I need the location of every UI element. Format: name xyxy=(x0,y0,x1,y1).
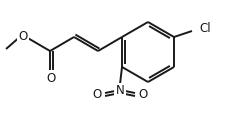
Text: O: O xyxy=(18,30,28,42)
Text: N: N xyxy=(116,85,124,97)
Text: O: O xyxy=(138,88,148,102)
Text: Cl: Cl xyxy=(199,22,211,36)
Text: O: O xyxy=(46,71,56,85)
Text: O: O xyxy=(92,88,102,102)
